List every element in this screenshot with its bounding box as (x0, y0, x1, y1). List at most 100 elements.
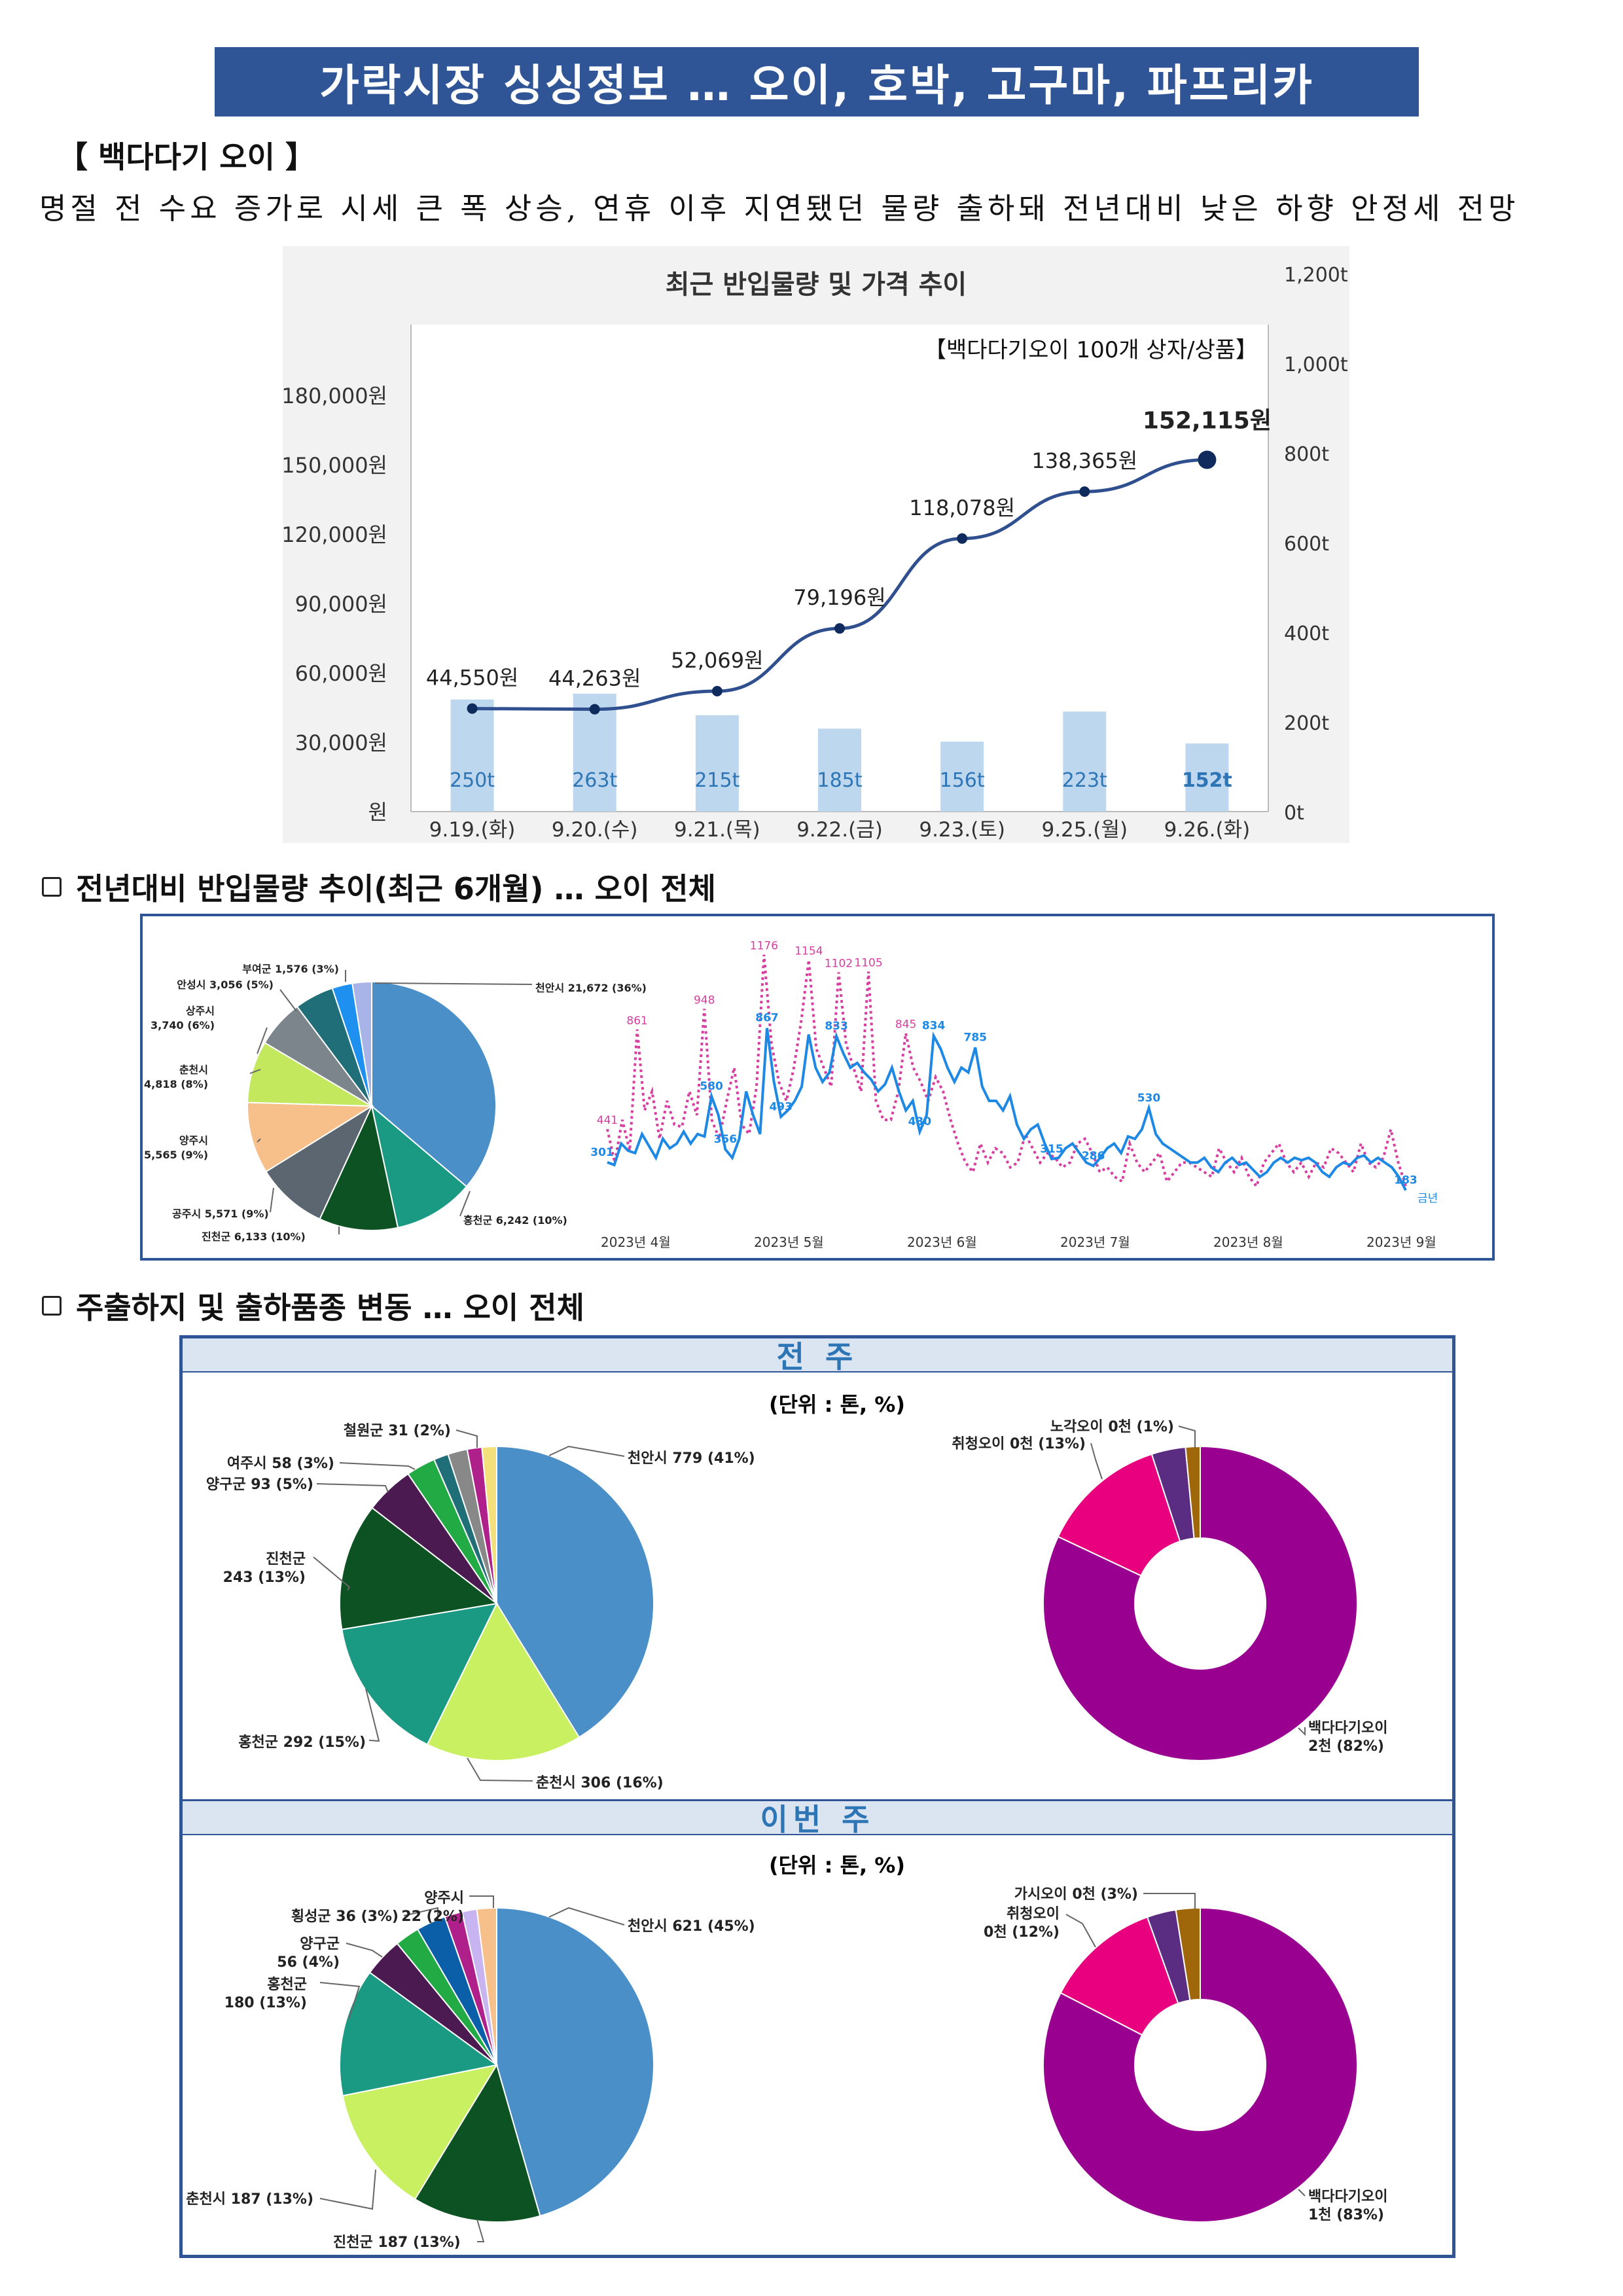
price-label: 52,069원 (671, 648, 763, 673)
left-tick-label: 180,000원 (283, 384, 387, 408)
leader-line (374, 982, 533, 985)
x-tick-label: 2023년 8월 (1213, 1234, 1283, 1250)
section-heading-cucumber: 【 백다다기 오이 】 (58, 139, 315, 175)
slice-label: 춘천시 187 (13%) (186, 2191, 313, 2208)
x-tick-label: 9.21.(목) (674, 818, 760, 842)
x-tick-label: 2023년 6월 (907, 1234, 977, 1250)
pie-slice (342, 2064, 499, 2200)
pie-slice (319, 1103, 399, 1231)
volume-trend-svg: 천안시 21,672 (36%) 홍천군 6,242 (10%) 진천군 6,133… (144, 940, 1438, 1250)
pie-slice (414, 2063, 541, 2223)
right-tick-label: 800t (1284, 443, 1329, 466)
leader-line (339, 1462, 416, 1470)
leader-line (1298, 1727, 1306, 1736)
price-point (589, 704, 600, 715)
slice-label: 1천 (83%) (1308, 2207, 1384, 2223)
last-year-line (606, 954, 1407, 1189)
last-year-label: 441 (597, 1114, 618, 1127)
slice-label: 4,818 (8%) (144, 1078, 208, 1090)
pie-slice (1175, 1907, 1201, 2001)
volume-trend-panel: 천안시 21,672 (36%) 홍천군 6,242 (10%) 진천군 6,133… (140, 914, 1495, 1261)
x-tick-label: 9.26.(화) (1164, 818, 1251, 842)
price-point (957, 533, 968, 544)
price-label: 152,115원 (1143, 408, 1272, 435)
leader-line (469, 1895, 494, 1908)
pie-slice (265, 1104, 374, 1220)
slice-label: 56 (4%) (277, 1954, 340, 1971)
price-point (1079, 486, 1090, 497)
leader-line (467, 1757, 533, 1782)
last-year-label: 948 (694, 994, 715, 1007)
pie-slice (496, 1907, 654, 2217)
leader-line (270, 1187, 274, 1213)
volume-bar-label: 156t (940, 769, 985, 792)
this-year-label: 834 (922, 1020, 946, 1033)
slice-label: 천안시 21,672 (36%) (535, 982, 647, 994)
right-tick-label: 0t (1284, 802, 1304, 825)
leader-line (476, 2219, 485, 2242)
leader-line (313, 1556, 351, 1591)
section-heading-origin: 주출하지 및 출하품종 변동 … 오이 전체 (42, 1284, 584, 1327)
pie-slice (247, 1102, 374, 1173)
right-tick-label: 200t (1284, 712, 1329, 735)
slice-label: 양구군 93 (5%) (206, 1477, 313, 1493)
slice-label: 여주시 58 (3%) (227, 1456, 334, 1472)
pie-slice (339, 1507, 499, 1630)
checkbox-icon (42, 1296, 62, 1316)
right-tick-label: 1,000t (1284, 353, 1348, 376)
x-tick-label: 2023년 5월 (754, 1234, 824, 1250)
slice-label: 춘천시 306 (16%) (536, 1775, 664, 1791)
market-summary: 명절 전 수요 증가로 시세 큰 폭 상승, 연휴 이후 지연됐던 물량 출하돼… (39, 191, 1520, 226)
leader-line (257, 1138, 261, 1143)
price-label: 44,550원 (426, 666, 518, 691)
this-year-label: 301 (590, 1146, 614, 1159)
volume-bar (940, 742, 984, 812)
last-year-label: 861 (626, 1014, 647, 1028)
volume-bar-label: 185t (817, 769, 862, 792)
leader-line (365, 1688, 380, 1742)
pie-slice (1057, 1453, 1181, 1577)
pie-slice (1043, 1445, 1358, 1761)
this-year-label: 286 (1082, 1149, 1105, 1162)
slice-label: 가시오이 0천 (3%) (1014, 1886, 1138, 1903)
price-point (1198, 450, 1217, 469)
x-tick-label: 2023년 9월 (1366, 1234, 1436, 1250)
x-tick-label: 2023년 4월 (601, 1234, 671, 1250)
slice-label: 백다다기오이 (1308, 2189, 1387, 2205)
slice-label: 3,740 (6%) (151, 1019, 215, 1031)
pie-slice (476, 1907, 497, 2066)
price-label: 118,078원 (909, 495, 1015, 520)
price-label: 138,365원 (1031, 448, 1137, 473)
x-tick-label: 9.19.(화) (429, 818, 516, 842)
leader-line (1065, 1914, 1096, 1948)
leader-line (1143, 1893, 1196, 1909)
pie-slice (351, 980, 372, 1107)
x-tick-label: 9.23.(토) (919, 818, 1005, 842)
volume-bar-label: 263t (572, 769, 617, 792)
volume-bar-label: 215t (694, 769, 740, 792)
checkbox-icon (42, 877, 62, 897)
slice-label: 춘천시 (179, 1064, 208, 1076)
slice-label: 180 (13%) (224, 1995, 307, 2011)
leader-line (1298, 2189, 1306, 2197)
slice-label: 0천 (12%) (984, 1924, 1060, 1941)
slice-label: 양주시 (424, 1890, 464, 1907)
this-year-label: 356 (714, 1133, 738, 1146)
leader-line (455, 1429, 478, 1448)
this-year-label: 315 (1040, 1143, 1063, 1156)
pie-slice (426, 1602, 580, 1761)
slice-label: 공주시 5,571 (9%) (172, 1208, 269, 1220)
leader-line (1090, 1443, 1103, 1480)
slice-label: 양구군 (300, 1936, 340, 1952)
origin-variety-svg: (단위 : 톤, %) (단위 : 톤, %) 천안시 779 (41%) 춘천시… (186, 1392, 1387, 2251)
slice-label: 철원군 31 (2%) (344, 1423, 451, 1439)
price-label: 79,196원 (793, 585, 885, 610)
volume-bar (818, 728, 861, 812)
this-year-label: 493 (769, 1100, 793, 1113)
slice-label: 진천군 187 (13%) (333, 2234, 461, 2251)
left-tick-label: 60,000원 (295, 661, 387, 686)
section-heading-text: 주출하지 및 출하품종 변동 … 오이 전체 (76, 1290, 584, 1325)
price-volume-chart: 최근 반입물량 및 가격 추이 【백다다기오이 100개 상자/상품】 250t… (281, 246, 1349, 843)
slice-label: 2천 (82%) (1308, 1738, 1384, 1755)
volume-bar-label: 250t (450, 769, 495, 792)
